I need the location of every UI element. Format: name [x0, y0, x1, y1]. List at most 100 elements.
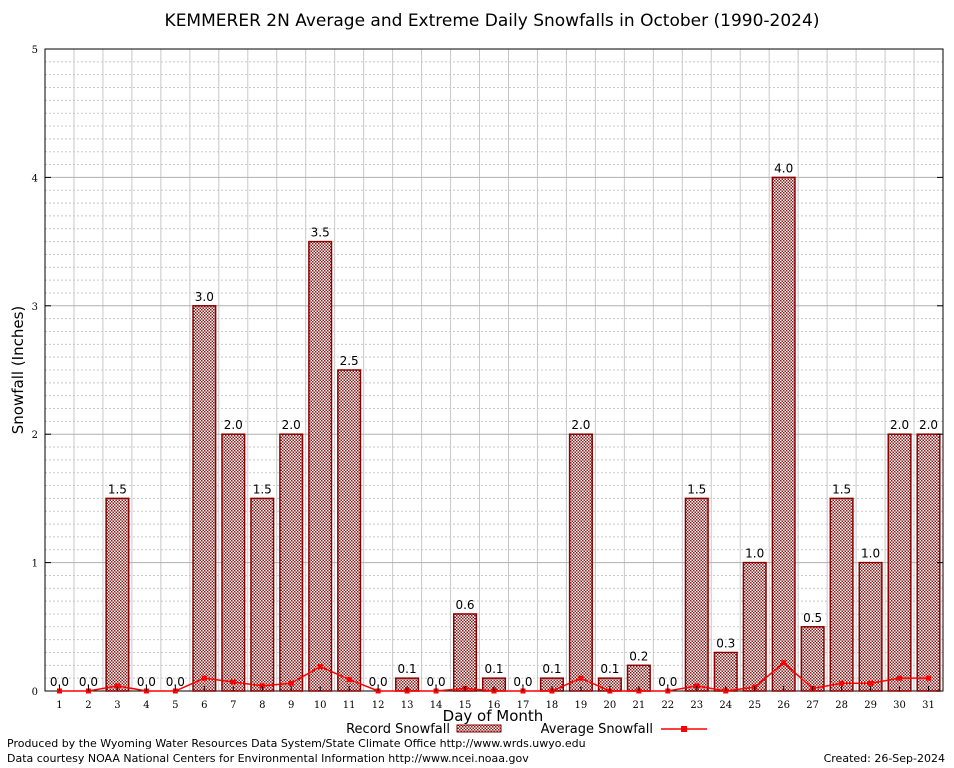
bar-record	[192, 305, 217, 692]
bar-record	[684, 497, 709, 692]
footer-courtesy: Data courtesy NOAA National Centers for …	[7, 752, 529, 765]
bars	[105, 176, 941, 692]
data-label: 2.0	[890, 418, 909, 432]
x-tick-label: 4	[143, 700, 149, 711]
data-label: 3.0	[195, 290, 214, 304]
data-label: 1.5	[832, 482, 851, 496]
data-label: 0.0	[658, 675, 677, 689]
bar-record	[858, 561, 883, 692]
data-label: 0.2	[629, 649, 648, 663]
x-tick-label: 15	[459, 700, 472, 711]
y-tick-label: 4	[32, 173, 38, 184]
data-label: 1.5	[108, 482, 127, 496]
data-label: 0.1	[484, 662, 503, 676]
x-tick-label: 29	[864, 700, 877, 711]
bar-record	[105, 497, 130, 692]
x-tick-label: 12	[372, 700, 385, 711]
data-label: 1.0	[861, 547, 880, 561]
x-tick-label: 27	[806, 700, 819, 711]
average-point	[317, 664, 323, 670]
legend-label-record: Record Snowfall	[346, 722, 450, 737]
average-point	[578, 675, 584, 681]
x-tick-label: 7	[230, 700, 236, 711]
data-label: 0.0	[79, 675, 98, 689]
average-point	[201, 675, 207, 681]
x-tick-label: 5	[172, 700, 178, 711]
data-label: 0.6	[455, 598, 474, 612]
data-label: 2.0	[571, 418, 590, 432]
x-tick-label: 16	[488, 700, 501, 711]
bar-record	[221, 433, 246, 692]
x-tick-label: 13	[401, 700, 414, 711]
x-tick-label: 8	[259, 700, 265, 711]
average-point	[114, 683, 120, 689]
average-point	[259, 683, 265, 689]
y-tick-label: 1	[32, 559, 38, 570]
x-axis-label: Day of Month	[443, 707, 544, 725]
y-tick-label: 2	[32, 430, 38, 441]
data-label: 4.0	[774, 161, 793, 175]
data-label: 0.0	[137, 675, 156, 689]
x-tick-label: 9	[288, 700, 294, 711]
chart-title: KEMMERER 2N Average and Extreme Daily Sn…	[165, 11, 820, 31]
grid	[44, 48, 944, 692]
data-labels: 0.0 0.0 1.5 0.0 0.0 3.0 2.0 1.5 2.0 3.5 2.5 0.0 0.1 0…	[50, 161, 938, 689]
x-tick-label: 14	[430, 700, 443, 711]
data-label: 0.0	[166, 675, 185, 689]
average-point	[346, 676, 352, 682]
data-label: 0.0	[50, 675, 69, 689]
x-tick-label: 24	[719, 700, 732, 711]
data-label: 3.5	[311, 226, 330, 240]
x-tick-label: 2	[85, 700, 91, 711]
y-tick-label: 0	[32, 687, 38, 698]
legend: Record Snowfall Average Snowfall	[346, 722, 707, 737]
data-label: 1.0	[745, 547, 764, 561]
x-tick-label: 18	[546, 700, 559, 711]
data-label: 0.0	[513, 675, 532, 689]
average-point	[781, 660, 787, 666]
data-label: 2.0	[282, 418, 301, 432]
legend-marker-average	[681, 726, 687, 732]
legend-swatch-record	[456, 724, 502, 733]
data-label: 0.0	[427, 675, 446, 689]
x-tick-label: 22	[661, 700, 674, 711]
x-tick-label: 19	[575, 700, 588, 711]
x-tick-label: 17	[517, 700, 530, 711]
data-label: 0.1	[398, 662, 417, 676]
y-tick-label: 5	[32, 45, 38, 56]
x-tick-label: 30	[893, 700, 906, 711]
data-label: 0.1	[600, 662, 619, 676]
bar-record	[279, 433, 304, 692]
x-tick-label: 31	[922, 700, 935, 711]
bar-record	[337, 369, 362, 692]
x-tick-label: 10	[314, 700, 327, 711]
data-label: 2.0	[224, 418, 243, 432]
bar-record	[250, 497, 275, 692]
data-label: 0.0	[369, 675, 388, 689]
average-point	[230, 679, 236, 685]
average-point	[897, 675, 903, 681]
bar-record	[568, 433, 593, 692]
x-tick-label: 23	[690, 700, 703, 711]
data-label: 0.3	[716, 636, 735, 650]
bar-record	[742, 561, 767, 692]
legend-label-average: Average Snowfall	[541, 722, 653, 737]
x-tick-label: 26	[777, 700, 790, 711]
x-tick-label: 6	[201, 700, 207, 711]
average-point	[926, 675, 932, 681]
bar-record	[713, 651, 738, 692]
data-label: 0.5	[803, 611, 822, 625]
x-tick-label: 21	[632, 700, 645, 711]
bar-record	[916, 433, 941, 692]
data-label: 2.0	[919, 418, 938, 432]
y-axis-label: Snowfall (Inches)	[9, 306, 27, 434]
x-tick-label: 3	[114, 700, 120, 711]
footer-produced-by: Produced by the Wyoming Water Resources …	[7, 737, 586, 750]
data-label: 2.5	[340, 354, 359, 368]
bar-record	[887, 433, 912, 692]
data-label: 0.1	[542, 662, 561, 676]
bar-record	[308, 240, 333, 692]
x-tick-label: 1	[56, 700, 62, 711]
